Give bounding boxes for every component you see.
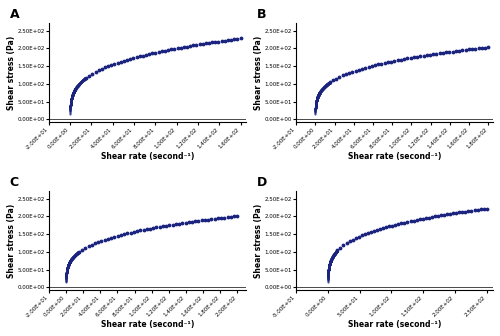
Text: B: B [256, 7, 266, 20]
X-axis label: Shear rate (second⁻¹): Shear rate (second⁻¹) [100, 320, 194, 329]
X-axis label: Shear rate (second⁻¹): Shear rate (second⁻¹) [100, 152, 194, 161]
Y-axis label: Shear stress (Pa): Shear stress (Pa) [7, 204, 16, 278]
Text: A: A [10, 7, 19, 20]
X-axis label: Shear rate (second⁻¹): Shear rate (second⁻¹) [348, 320, 442, 329]
Y-axis label: Shear stress (Pa): Shear stress (Pa) [7, 36, 16, 110]
Y-axis label: Shear stress (Pa): Shear stress (Pa) [254, 204, 263, 278]
X-axis label: Shear rate (second⁻¹): Shear rate (second⁻¹) [348, 152, 442, 161]
Text: C: C [10, 175, 18, 188]
Y-axis label: Shear stress (Pa): Shear stress (Pa) [254, 36, 263, 110]
Text: D: D [256, 175, 267, 188]
